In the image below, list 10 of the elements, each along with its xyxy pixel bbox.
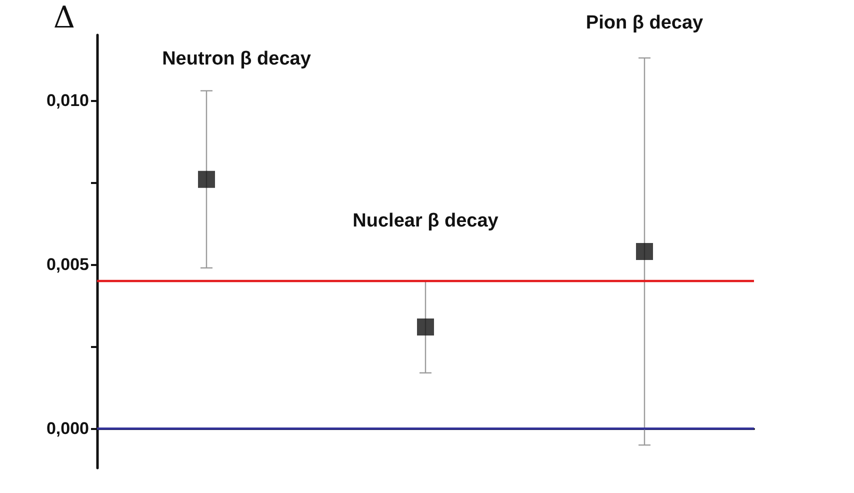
point — [636, 243, 653, 260]
y-axis-title: Δ — [53, 0, 75, 36]
point — [417, 318, 434, 336]
y-tick-label: 0,005 — [46, 255, 89, 274]
text: Pion β decay — [586, 12, 704, 34]
point — [198, 170, 215, 188]
y-tick-label: 0,010 — [46, 91, 89, 110]
annotation: Neutron β decay — [162, 48, 312, 70]
y-tick-label: 0,000 — [46, 419, 89, 438]
annotation: Nuclear β decay — [352, 210, 499, 232]
